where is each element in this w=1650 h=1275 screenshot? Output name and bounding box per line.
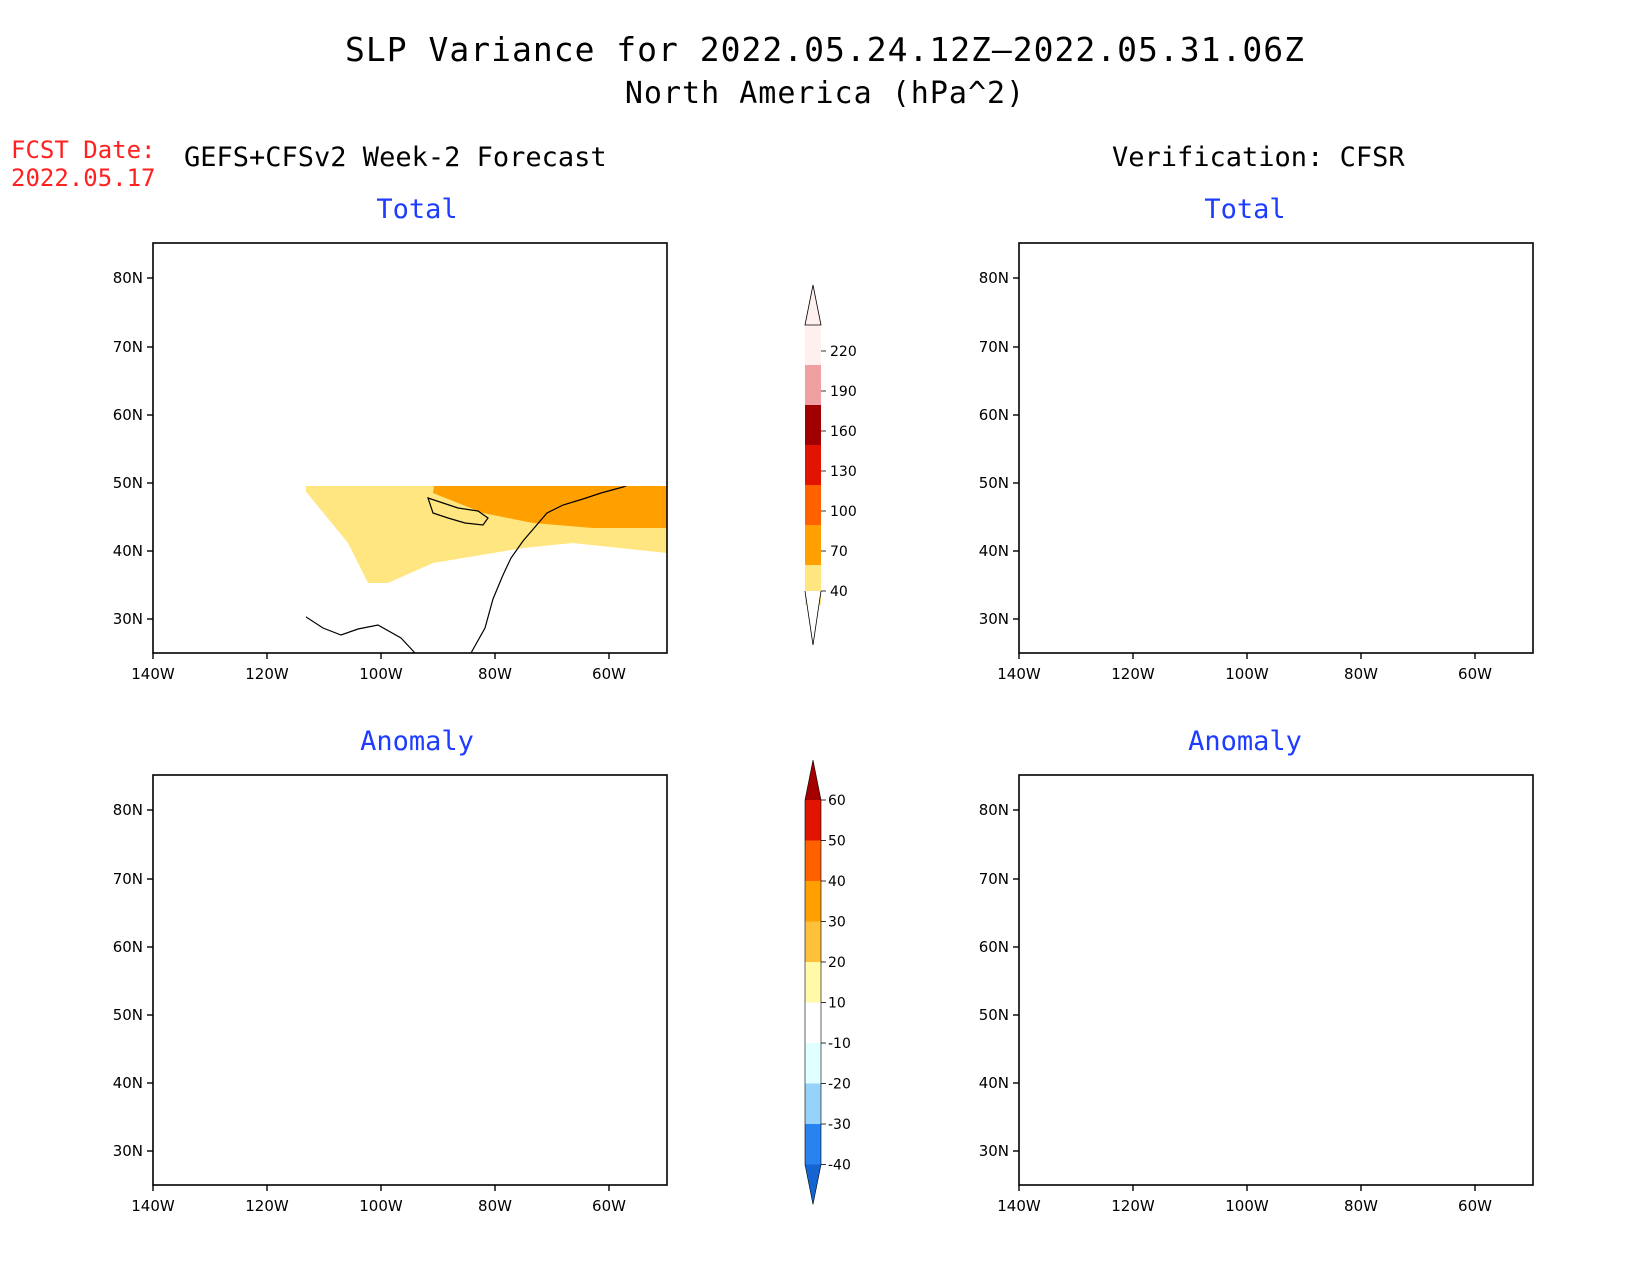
lat-tick-label: 80N xyxy=(979,801,1009,819)
lat-tick-label: 50N xyxy=(979,474,1009,492)
colorbar-swatch xyxy=(805,921,821,962)
colorbar-level-label: -20 xyxy=(828,1077,851,1093)
colorbar-level-label: 190 xyxy=(830,384,857,400)
colorbar-level-label: 100 xyxy=(830,504,857,520)
map-verification-total xyxy=(1012,242,1534,660)
lon-tick-label: 140W xyxy=(997,665,1041,683)
lat-tick-label: 70N xyxy=(979,870,1009,888)
colorbar-level-label: 40 xyxy=(828,874,846,890)
lat-tick-label: 60N xyxy=(979,406,1009,424)
lat-tick-label: 50N xyxy=(113,474,143,492)
colorbar-level-label: -10 xyxy=(828,1036,851,1052)
lat-tick-label: 80N xyxy=(979,269,1009,287)
colorbar-level-label: 60 xyxy=(828,793,846,809)
lon-tick-label: 80W xyxy=(1344,665,1378,683)
forecast-date-block: FCST Date: 2022.05.17 xyxy=(11,136,156,192)
lat-tick-label: 30N xyxy=(113,610,143,628)
lon-tick-label: 80W xyxy=(478,665,512,683)
colorbar-total: 40 70 100 130 160 190 220 xyxy=(804,284,857,646)
colorbar-top-triangle xyxy=(805,760,821,800)
lat-tick-label: 80N xyxy=(113,269,143,287)
colorbar-swatch xyxy=(805,1002,821,1043)
colorbar-level-label: 30 xyxy=(828,915,846,931)
colorbar-swatch xyxy=(805,1083,821,1124)
lat-tick-label: 80N xyxy=(113,801,143,819)
lat-tick-label: 30N xyxy=(979,610,1009,628)
lon-tick-label: 140W xyxy=(997,1197,1041,1215)
lon-tick-label: 100W xyxy=(1225,1197,1269,1215)
lat-tick-label: 60N xyxy=(113,406,143,424)
lon-tick-label: 140W xyxy=(131,665,175,683)
lat-tick-label: 70N xyxy=(979,338,1009,356)
colorbar-swatch xyxy=(805,1043,821,1084)
colorbar-swatch xyxy=(805,405,821,445)
lon-tick-label: 100W xyxy=(1225,665,1269,683)
colorbar-level-label: 40 xyxy=(830,584,848,600)
figure-title: SLP Variance for 2022.05.24.12Z–2022.05.… xyxy=(345,30,1305,69)
colorbar-level-label: 130 xyxy=(830,464,857,480)
panel-title-forecast-total: Total xyxy=(376,194,458,225)
map-forecast-total xyxy=(146,242,668,660)
forecast-date-value: 2022.05.17 xyxy=(11,164,156,192)
lon-tick-label: 100W xyxy=(359,665,403,683)
map-verification-anomaly xyxy=(1012,774,1534,1192)
panel-title-verification-anomaly: Anomaly xyxy=(1188,726,1302,757)
lat-tick-label: 50N xyxy=(113,1006,143,1024)
colorbar-swatch xyxy=(805,525,821,565)
colorbar-swatch xyxy=(805,881,821,922)
colorbar-bottom-triangle xyxy=(804,590,822,646)
colorbar-swatch xyxy=(805,962,821,1003)
lat-tick-label: 40N xyxy=(113,1074,143,1092)
colorbar-top-triangle xyxy=(804,284,822,326)
colorbar-level-label: 160 xyxy=(830,424,857,440)
lat-tick-label: 40N xyxy=(113,542,143,560)
colorbar-level-label: 220 xyxy=(830,344,857,360)
colorbar-level-label: 20 xyxy=(828,955,846,971)
colorbar-swatch xyxy=(805,1124,821,1165)
lat-tick-label: 30N xyxy=(113,1142,143,1160)
forecast-date-label: FCST Date: xyxy=(11,136,156,164)
lat-tick-label: 70N xyxy=(113,338,143,356)
panel-title-verification-total: Total xyxy=(1204,194,1286,225)
lon-tick-label: 60W xyxy=(592,1197,626,1215)
panel-title-forecast-anomaly: Anomaly xyxy=(360,726,474,757)
lat-tick-label: 40N xyxy=(979,1074,1009,1092)
lat-tick-label: 40N xyxy=(979,542,1009,560)
lon-tick-label: 60W xyxy=(592,665,626,683)
forecast-column-title: GEFS+CFSv2 Week-2 Forecast xyxy=(184,142,607,173)
lon-tick-label: 140W xyxy=(131,1197,175,1215)
lon-tick-label: 120W xyxy=(245,1197,289,1215)
axis-labels: 80N 70N 60N 50N 40N 30N 140W 120W 100W 80W 60W 80N 7… xyxy=(113,269,1492,1215)
colorbar-swatch xyxy=(805,485,821,525)
colorbar-swatch xyxy=(805,840,821,881)
verification-column-title: Verification: CFSR xyxy=(1112,142,1405,173)
lon-tick-label: 80W xyxy=(1344,1197,1378,1215)
colorbar-bottom-triangle xyxy=(805,1164,821,1205)
colorbar-swatch xyxy=(805,325,821,365)
colorbar-level-label: 10 xyxy=(828,996,846,1012)
colorbar-level-label: -30 xyxy=(828,1117,851,1133)
lat-tick-label: 70N xyxy=(113,870,143,888)
lat-tick-label: 60N xyxy=(979,938,1009,956)
colorbar-swatch xyxy=(805,365,821,405)
lon-tick-label: 60W xyxy=(1458,665,1492,683)
colorbar-swatch xyxy=(805,445,821,485)
lat-tick-label: 50N xyxy=(979,1006,1009,1024)
figure-subtitle: North America (hPa^2) xyxy=(624,76,1026,111)
colorbar-swatch xyxy=(805,800,821,841)
lon-tick-label: 120W xyxy=(1111,1197,1155,1215)
map-forecast-anomaly xyxy=(146,774,668,1192)
lon-tick-label: 60W xyxy=(1458,1197,1492,1215)
colorbar-level-label: 70 xyxy=(830,544,848,560)
lon-tick-label: 120W xyxy=(245,665,289,683)
colorbar-level-label: 50 xyxy=(828,834,846,850)
colorbar-anomaly: 60 50 40 30 20 10 -10 -20 -30 -40 xyxy=(804,759,851,1205)
colorbar-level-label: -40 xyxy=(828,1158,851,1174)
lon-tick-label: 80W xyxy=(478,1197,512,1215)
lat-tick-label: 30N xyxy=(979,1142,1009,1160)
lat-tick-label: 60N xyxy=(113,938,143,956)
lon-tick-label: 120W xyxy=(1111,665,1155,683)
lon-tick-label: 100W xyxy=(359,1197,403,1215)
